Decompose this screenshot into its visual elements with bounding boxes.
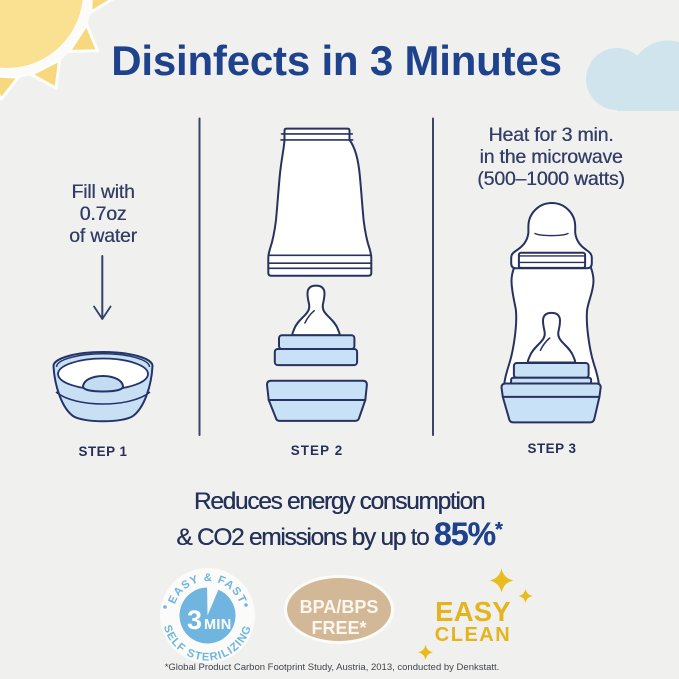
svg-text:MIN: MIN — [204, 617, 231, 633]
svg-text:3: 3 — [187, 605, 202, 635]
